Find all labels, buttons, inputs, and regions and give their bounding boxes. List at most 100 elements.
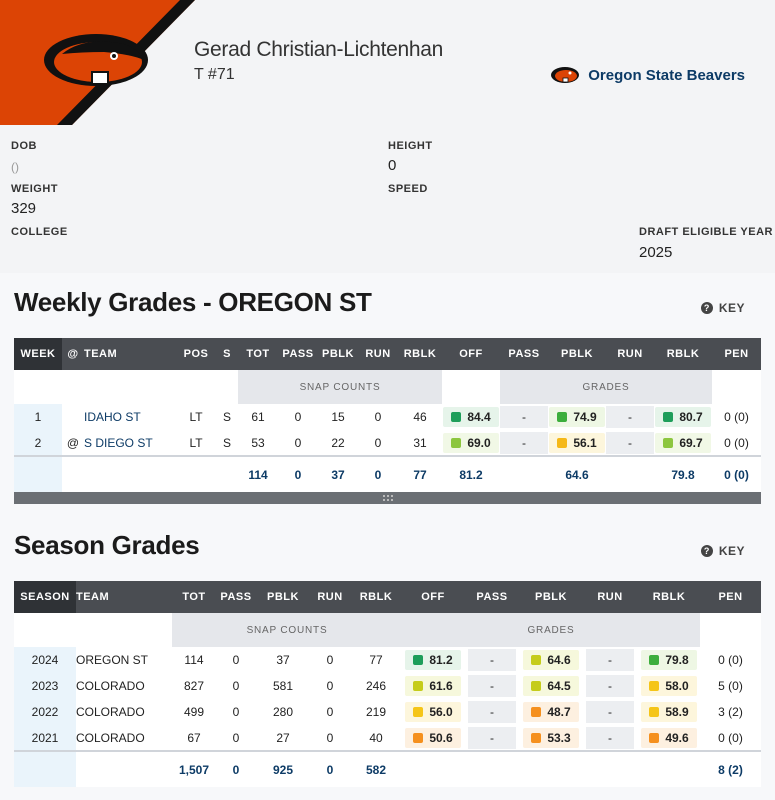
col-rblk-grade[interactable]: RBLK bbox=[654, 338, 712, 370]
col-off-grade[interactable]: OFF bbox=[442, 338, 500, 370]
total-pblk: 925 bbox=[256, 750, 310, 787]
snap-counts-group: SNAP COUNTS bbox=[172, 613, 402, 647]
weekly-key-label: KEY bbox=[718, 301, 745, 315]
pass-cell: 0 bbox=[294, 410, 302, 424]
run-grade-value: - bbox=[586, 675, 634, 697]
college-label: COLLEGE bbox=[11, 226, 68, 238]
rblk-cell: 40 bbox=[369, 730, 383, 745]
off-grade-value: 81.2 bbox=[429, 653, 453, 667]
col-tot[interactable]: TOT bbox=[172, 581, 216, 613]
off-grade-value: 56.0 bbox=[429, 705, 453, 719]
col-run-grade[interactable]: RUN bbox=[582, 581, 638, 613]
col-pblk-grade[interactable]: PBLK bbox=[520, 581, 582, 613]
pblk-grade-badge: 48.7 bbox=[523, 702, 579, 722]
grades-content: Weekly Grades - OREGON ST ? KEY SNAP COU… bbox=[0, 273, 775, 800]
tot-cell: 827 bbox=[183, 679, 205, 693]
grade-swatch bbox=[531, 655, 542, 665]
table-row: 2022 COLORADO 499 0 280 0 219 56.0 - 48.… bbox=[14, 699, 761, 725]
col-pass-grade[interactable]: PASS bbox=[464, 581, 520, 613]
team-name-link[interactable]: Oregon State Beavers bbox=[588, 66, 745, 84]
col-s[interactable]: S bbox=[216, 338, 238, 370]
grade-swatch bbox=[663, 412, 674, 422]
team-cell: COLORADO bbox=[76, 730, 145, 745]
col-pen[interactable]: PEN bbox=[712, 338, 761, 370]
pblk-cell: 15 bbox=[331, 410, 345, 424]
run-grade-value: - bbox=[606, 406, 654, 428]
run-cell: 0 bbox=[326, 705, 334, 719]
col-team[interactable]: TEAM bbox=[84, 338, 176, 370]
total-pblk: 37 bbox=[318, 455, 358, 492]
rblk-cell: 31 bbox=[413, 435, 427, 450]
scroll-grip-icon[interactable] bbox=[382, 495, 393, 501]
dob-value: () bbox=[11, 160, 19, 174]
pblk-cell: 27 bbox=[276, 730, 290, 745]
horizontal-scrollbar[interactable] bbox=[14, 492, 761, 504]
table-row: 1 IDAHO ST LT S 61 0 15 0 46 84.4 - 74.9… bbox=[14, 404, 761, 430]
rblk-grade-badge: 58.0 bbox=[641, 676, 697, 696]
col-off-grade[interactable]: OFF bbox=[402, 581, 464, 613]
col-pass-grade[interactable]: PASS bbox=[500, 338, 548, 370]
run-grade-value: - bbox=[586, 726, 634, 749]
col-pblk-grade[interactable]: PBLK bbox=[548, 338, 606, 370]
off-grade-value: 69.0 bbox=[467, 435, 491, 450]
col-rblk-grade[interactable]: RBLK bbox=[638, 581, 700, 613]
table-row: 2024 OREGON ST 114 0 37 0 77 81.2 - 64.6… bbox=[14, 647, 761, 673]
col-pblk[interactable]: PBLK bbox=[318, 338, 358, 370]
season-cell: 2021 bbox=[14, 725, 76, 751]
grade-swatch bbox=[531, 707, 542, 717]
col-season[interactable]: SEASON bbox=[14, 581, 76, 613]
total-rblk-grade: 79.8 bbox=[654, 455, 712, 492]
tot-cell: 53 bbox=[251, 435, 265, 450]
pblk-grade-badge: 64.6 bbox=[523, 650, 579, 670]
col-pos[interactable]: POS bbox=[176, 338, 216, 370]
grade-swatch bbox=[451, 412, 462, 422]
col-rblk[interactable]: RBLK bbox=[350, 581, 402, 613]
pblk-grade-badge: 53.3 bbox=[523, 727, 579, 748]
opponent-link[interactable]: S DIEGO ST bbox=[84, 435, 153, 450]
col-pblk[interactable]: PBLK bbox=[256, 581, 310, 613]
draft-year-value: 2025 bbox=[639, 244, 673, 261]
rblk-cell: 219 bbox=[365, 705, 387, 719]
pass-grade-value: - bbox=[468, 701, 516, 723]
col-at[interactable]: @ bbox=[62, 338, 84, 370]
col-pass[interactable]: PASS bbox=[278, 338, 318, 370]
snap-counts-group: SNAP COUNTS bbox=[238, 370, 442, 404]
tot-cell: 114 bbox=[184, 653, 204, 667]
pass-grade-value: - bbox=[500, 406, 548, 428]
pblk-grade-badge: 56.1 bbox=[549, 432, 605, 453]
col-rblk[interactable]: RBLK bbox=[398, 338, 442, 370]
total-run: 0 bbox=[358, 455, 398, 492]
col-run-grade[interactable]: RUN bbox=[606, 338, 654, 370]
rblk-grade-value: 69.7 bbox=[679, 435, 703, 450]
week-cell: 1 bbox=[14, 404, 62, 430]
col-tot[interactable]: TOT bbox=[238, 338, 278, 370]
col-team[interactable]: TEAM bbox=[76, 581, 172, 613]
off-grade-badge: 69.0 bbox=[443, 432, 499, 453]
team-logo-banner bbox=[0, 0, 195, 125]
season-key-button[interactable]: ? KEY bbox=[700, 544, 745, 558]
grade-swatch bbox=[649, 732, 660, 743]
season-group-header: SNAP COUNTS GRADES bbox=[14, 613, 761, 647]
team-brand[interactable]: Oregon State Beavers bbox=[550, 66, 745, 84]
rblk-grade-value: 79.8 bbox=[665, 653, 689, 667]
col-run[interactable]: RUN bbox=[310, 581, 350, 613]
off-grade-badge: 84.4 bbox=[443, 407, 499, 427]
col-pen[interactable]: PEN bbox=[700, 581, 761, 613]
opponent-link[interactable]: IDAHO ST bbox=[84, 410, 141, 424]
weekly-column-headers: WEEK @ TEAM POS S TOT PASS PBLK RUN RBLK… bbox=[14, 338, 761, 370]
grade-swatch bbox=[413, 655, 424, 665]
season-totals-row: 1,507 0 925 0 582 8 (2) bbox=[14, 750, 761, 787]
weekly-key-button[interactable]: ? KEY bbox=[700, 301, 745, 315]
pblk-cell: 37 bbox=[276, 653, 290, 667]
off-grade-badge: 61.6 bbox=[405, 676, 461, 696]
col-pass[interactable]: PASS bbox=[216, 581, 256, 613]
pblk-grade-value: 53.3 bbox=[547, 730, 571, 745]
col-week[interactable]: WEEK bbox=[14, 338, 62, 370]
team-cell: COLORADO bbox=[76, 705, 145, 719]
grade-swatch bbox=[649, 655, 660, 665]
run-cell: 0 bbox=[374, 435, 382, 450]
at-cell: @ bbox=[66, 435, 80, 450]
col-run[interactable]: RUN bbox=[358, 338, 398, 370]
season-grades-table: SNAP COUNTS GRADES SEASON TEAM TOT PASS … bbox=[14, 581, 761, 787]
rblk-grade-badge: 58.9 bbox=[641, 702, 697, 722]
